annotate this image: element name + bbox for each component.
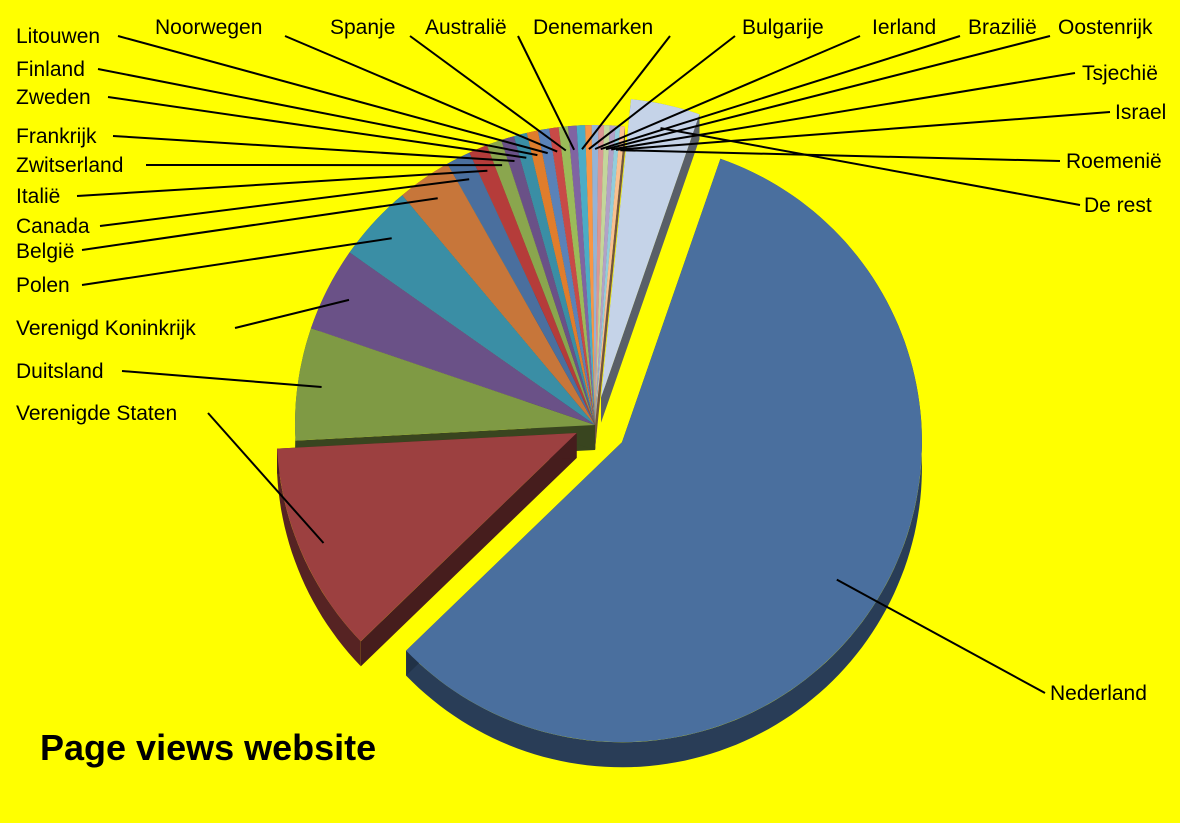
leader-line-israel	[615, 111, 1111, 151]
slice-label-denemarken: Denemarken	[533, 16, 653, 39]
slice-verenigde-staten	[277, 433, 577, 642]
slice-oostenrijk	[595, 125, 610, 425]
slice-australië	[568, 125, 595, 425]
slice-duitsland	[294, 328, 595, 441]
slice-litouwen	[537, 128, 595, 425]
slice-label-canada: Canada	[16, 215, 90, 238]
slice-label-ierland: Ierland	[872, 16, 936, 39]
slice-label-nederland: Nederland	[1050, 682, 1147, 705]
slice-polen	[349, 195, 595, 425]
slice-frankrijk	[501, 136, 595, 425]
leader-line-de-rest	[660, 127, 1081, 206]
slice-label-litouwen: Litouwen	[16, 25, 100, 48]
slice-noorwegen	[549, 127, 595, 425]
slice-label-noorwegen: Noorwegen	[155, 16, 262, 39]
slice-label-verenigd-koninkrijk: Verenigd Koninkrijk	[16, 317, 196, 340]
slice-label-roemenië: Roemenië	[1066, 150, 1162, 173]
leader-line-duitsland	[121, 370, 322, 388]
slice-label-belgië: België	[16, 240, 74, 263]
slice-bulgarije	[585, 125, 595, 425]
slice-wall-roemenië-1	[595, 126, 625, 450]
slice-spanje	[558, 126, 595, 425]
slice-finland	[526, 130, 595, 425]
leader-line-ierland	[594, 35, 861, 150]
leader-line-bulgarije	[588, 35, 736, 150]
leader-line-verenigde-staten	[207, 412, 325, 544]
leader-line-canada	[99, 178, 470, 227]
slice-label-spanje: Spanje	[330, 16, 395, 39]
slice-label-israel: Israel	[1115, 101, 1166, 124]
leader-line-tsjechië	[611, 72, 1076, 151]
slice-label-zweden: Zweden	[16, 86, 91, 109]
slice-canada	[447, 152, 595, 425]
slice-side-nederland	[406, 158, 922, 768]
leader-line-noorwegen	[284, 35, 558, 153]
slice-label-zwitserland: Zwitserland	[16, 154, 123, 177]
leader-line-roemenië	[620, 149, 1061, 162]
slice-verenigd-koninkrijk	[311, 252, 595, 425]
leader-line-brazilië	[600, 35, 961, 151]
slice-label-verenigde-staten: Verenigde Staten	[16, 402, 177, 425]
leader-line-spanje	[409, 35, 567, 152]
slice-label-tsjechië: Tsjechië	[1082, 62, 1158, 85]
slice-tsjechië	[595, 125, 616, 426]
slice-side-verenigde-staten	[277, 448, 361, 667]
slice-tops	[277, 99, 922, 743]
leader-line-denemarken	[581, 35, 671, 150]
slice-label-polen: Polen	[16, 274, 70, 297]
leader-line-verenigd-koninkrijk	[234, 298, 350, 329]
leader-line-zweden	[107, 96, 527, 159]
leader-line-nederland	[836, 578, 1046, 694]
leader-lines	[76, 35, 1111, 694]
slice-labels: Nederland Verenigde Staten Duitsland Vereni…	[16, 16, 1166, 705]
slice-label-italië: Italië	[16, 185, 60, 208]
slice-brazilië	[595, 125, 605, 425]
slice-label-de-rest: De rest	[1084, 194, 1152, 217]
slice-belgië	[402, 163, 595, 426]
leader-line-oostenrijk	[605, 35, 1051, 151]
slice-label-finland: Finland	[16, 58, 85, 81]
slice-label-duitsland: Duitsland	[16, 360, 104, 383]
slice-label-bulgarije: Bulgarije	[742, 16, 824, 39]
slice-label-frankrijk: Frankrijk	[16, 125, 97, 148]
slice-italië	[469, 145, 595, 425]
slice-ierland	[591, 124, 599, 425]
slice-wall-de-rest-1	[601, 114, 700, 423]
leader-line-belgië	[81, 197, 438, 251]
slice-zwitserland	[486, 140, 595, 425]
slice-de-rest	[601, 99, 700, 398]
leader-line-litouwen	[117, 35, 548, 155]
slice-roemenië	[595, 126, 625, 425]
chart-title: Page views website	[40, 727, 376, 768]
slice-wall-verenigde-staten-0	[360, 432, 577, 667]
leader-line-australië	[517, 35, 575, 151]
slice-label-brazilië: Brazilië	[968, 16, 1037, 39]
slice-denemarken	[576, 125, 595, 425]
slice-nederland	[406, 158, 922, 743]
slice-label-oostenrijk: Oostenrijk	[1058, 16, 1153, 39]
leader-line-italië	[76, 169, 488, 197]
slice-label-australië: Australië	[425, 16, 507, 39]
leader-line-finland	[97, 68, 538, 157]
leader-line-frankrijk	[112, 135, 515, 162]
slice-israel	[595, 125, 621, 425]
slice-zweden	[513, 132, 595, 425]
leader-line-polen	[81, 237, 392, 286]
